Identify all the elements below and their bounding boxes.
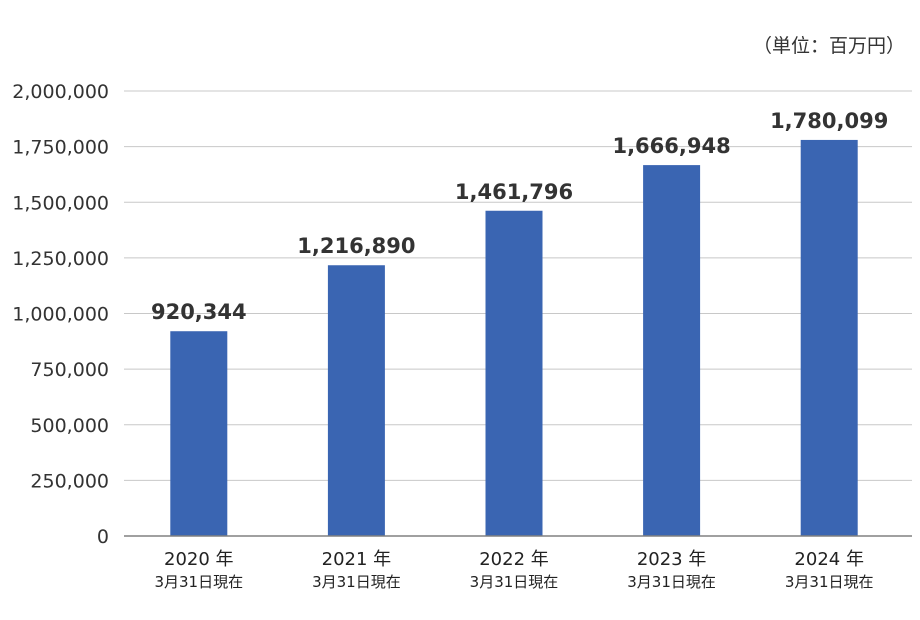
y-tick-label: 2,000,000 [12,81,109,103]
data-label: 920,344 [151,300,247,324]
bar [170,331,228,536]
x-axis: 2020 年 3月31日現在 2021 年 3月31日現在 2022 年 3月31日現在 2… [124,535,912,591]
y-tick-label: 1,250,000 [12,248,109,270]
x-tick-label: 2022 年 [479,549,549,570]
y-tick-label: 250,000 [30,470,109,492]
y-axis: 0 250,000 500,000 750,000 1,000,000 1,250,000… [12,81,109,548]
bars [170,139,858,536]
data-label: 1,461,796 [455,180,573,204]
y-tick-label: 1,000,000 [12,304,109,326]
data-label: 1,666,948 [612,134,730,158]
x-tick-sublabel: 3月31日現在 [785,573,874,591]
y-tick-label: 1,500,000 [12,192,109,214]
bar [643,165,701,536]
data-label: 1,780,099 [770,109,888,133]
y-tick-label: 1,750,000 [12,137,109,159]
x-tick-label: 2021 年 [322,549,392,570]
data-label: 1,216,890 [297,234,415,258]
x-tick-label: 2023 年 [637,549,707,570]
unit-label: （単位：百万円） [753,35,905,57]
y-tick-label: 0 [97,526,109,548]
y-tick-label: 500,000 [30,415,109,437]
x-tick-label: 2020 年 [164,549,234,570]
x-tick-sublabel: 3月31日現在 [312,573,401,591]
x-tick-sublabel: 3月31日現在 [627,573,716,591]
bar [800,139,858,536]
bar [327,265,385,536]
y-tick-label: 750,000 [30,359,109,381]
x-tick-sublabel: 3月31日現在 [154,573,243,591]
data-labels: 920,344 1,216,890 1,461,796 1,666,948 1,780,… [151,109,888,324]
x-tick-label: 2024 年 [794,549,864,570]
bar [485,210,543,536]
x-tick-sublabel: 3月31日現在 [470,573,559,591]
